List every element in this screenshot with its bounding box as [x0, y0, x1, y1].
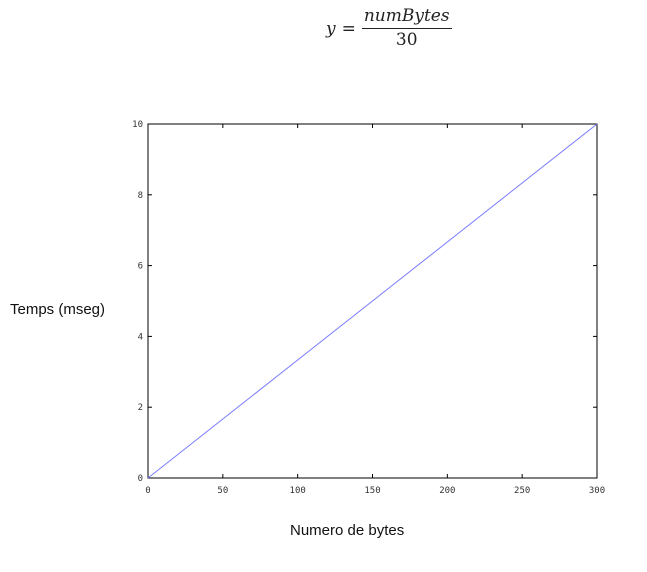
y-axis-title: Temps (mseg): [10, 301, 106, 318]
y-tick-label: 6: [138, 262, 143, 272]
x-axis-title: Numero de bytes: [290, 522, 405, 539]
x-tick-label: 200: [439, 486, 455, 496]
x-tick-label: 50: [217, 486, 228, 496]
y-tick-label: 8: [138, 191, 143, 201]
x-tick-label: 300: [589, 486, 605, 496]
y-tick-label: 0: [138, 474, 143, 484]
y-tick-label: 10: [132, 120, 143, 130]
x-tick-label: 0: [145, 486, 150, 496]
formula-lhs: y: [326, 18, 336, 39]
formula-equals: =: [341, 18, 356, 39]
formula: y = numBytes 30: [326, 6, 452, 51]
x-tick-label: 150: [364, 486, 380, 496]
x-tick-label: 100: [290, 486, 306, 496]
series-line: [147, 123, 598, 479]
formula-fraction: numBytes 30: [361, 6, 452, 51]
x-tick-label: 250: [514, 486, 530, 496]
formula-denominator: 30: [395, 30, 418, 50]
y-tick-label: 2: [138, 403, 143, 413]
y-tick-label: 4: [138, 332, 143, 342]
formula-numerator: numBytes: [361, 6, 452, 29]
